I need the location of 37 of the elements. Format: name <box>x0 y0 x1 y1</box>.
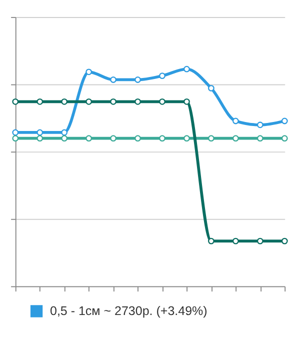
point <box>159 135 166 142</box>
point <box>110 76 116 83</box>
point <box>256 135 264 142</box>
point <box>61 98 68 105</box>
point <box>184 98 190 105</box>
point <box>208 238 214 244</box>
point <box>36 98 44 105</box>
point <box>110 98 116 105</box>
point <box>232 135 239 142</box>
point <box>184 66 190 72</box>
point <box>159 72 166 80</box>
point <box>281 135 288 142</box>
point <box>256 238 264 244</box>
point <box>36 129 44 136</box>
point <box>134 76 141 83</box>
point <box>61 129 68 136</box>
point <box>12 98 19 105</box>
point <box>86 135 92 142</box>
point <box>86 98 92 105</box>
point <box>61 135 68 142</box>
point <box>134 135 141 142</box>
point <box>86 68 92 76</box>
point <box>110 135 116 142</box>
point <box>36 135 44 142</box>
point <box>232 118 239 124</box>
point <box>208 84 214 92</box>
point <box>134 98 141 105</box>
point <box>256 122 264 128</box>
point <box>232 238 239 244</box>
point <box>159 98 166 105</box>
point <box>12 135 19 142</box>
point <box>12 129 19 136</box>
legend-label: 0,5 - 1см ~ 2730р. (+3.49%) <box>50 304 208 318</box>
point <box>281 118 288 124</box>
point <box>184 135 190 142</box>
point <box>208 135 214 142</box>
point <box>281 238 288 244</box>
